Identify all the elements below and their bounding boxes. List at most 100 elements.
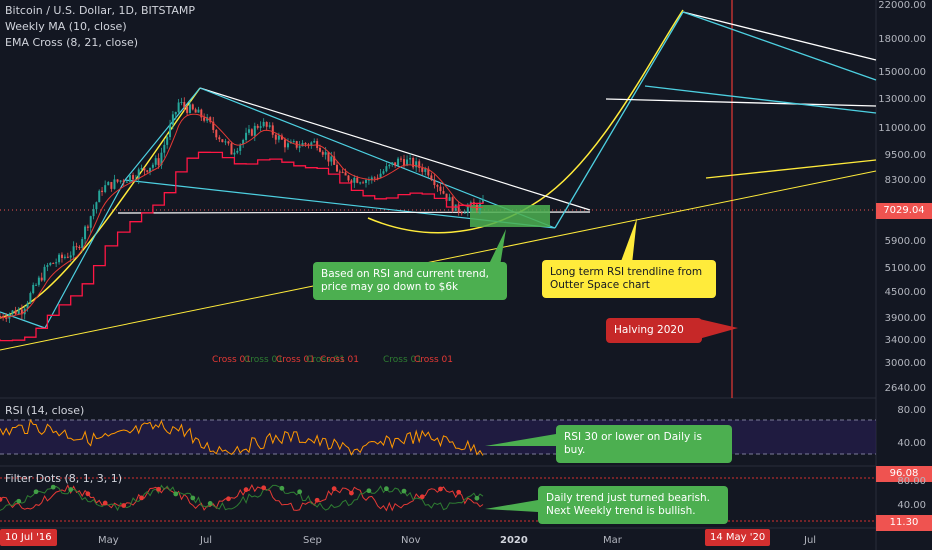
cross-label: Cross 01 (276, 355, 315, 365)
candle-body (72, 246, 75, 256)
candle-body (160, 152, 163, 166)
indicator-ema-cross[interactable]: EMA Cross (8, 21, close) (5, 36, 139, 49)
candle-body (409, 157, 412, 160)
candle-body (78, 246, 81, 249)
candle-body (247, 129, 250, 133)
filter-dot (226, 496, 231, 502)
filter-dot (314, 497, 320, 503)
candle-body (140, 168, 143, 170)
filter-dot (0, 497, 3, 502)
filter-dot (438, 486, 443, 492)
candle-body (81, 239, 84, 249)
candle-body (58, 254, 61, 263)
candle-body (268, 125, 271, 127)
candle-body (245, 132, 248, 140)
price-tick: 9500.00 (884, 150, 926, 161)
time-tick: Jul (200, 535, 213, 546)
candle-body (324, 152, 327, 155)
indicator-weekly-ma[interactable]: Weekly MA (10, close) (5, 20, 127, 33)
filter-dot (279, 485, 285, 491)
candle-body (188, 104, 191, 113)
candle-body (163, 144, 166, 153)
candle-body (239, 144, 242, 151)
candle-body (137, 169, 140, 179)
candle-body (224, 141, 227, 143)
cross-label: Cross 01 (244, 355, 283, 365)
candle-body (286, 143, 289, 148)
candle-body (98, 190, 101, 203)
price-tick: 11000.00 (878, 123, 926, 134)
candle-body (321, 151, 324, 155)
candle-body (2, 316, 5, 318)
filter-line-red (0, 483, 484, 512)
candle-body (359, 182, 362, 184)
price-tick: 4500.00 (884, 287, 926, 298)
filter-dot (384, 486, 389, 492)
candle-body (277, 135, 280, 140)
filter-tick: 40.00 (897, 500, 926, 511)
candle-body (250, 129, 253, 136)
candle-body (89, 216, 92, 228)
callout-rsi-buy: RSI 30 or lower on Daily is buy. (556, 425, 732, 463)
filter-pane-label[interactable]: Filter Dots (8, 1, 3, 1) (5, 472, 123, 485)
candle-body (430, 175, 433, 180)
price-tick: 5900.00 (884, 236, 926, 247)
candle-body (347, 175, 350, 181)
candle-body (86, 226, 89, 228)
rsi-line (0, 418, 484, 456)
candle-body (166, 137, 169, 145)
candle-body (385, 166, 388, 172)
filter-dot (349, 490, 354, 496)
filter-dot (207, 501, 213, 506)
candle-body (92, 209, 95, 217)
cross-label: Cross 01 (414, 355, 453, 365)
candle-body (442, 191, 445, 194)
candle-body (69, 255, 72, 258)
candle-body (259, 126, 262, 128)
candle-body (49, 262, 52, 266)
candle-body (379, 173, 382, 178)
price-tick: 8300.00 (884, 175, 926, 186)
candle-body (445, 193, 448, 201)
filter-dot (297, 489, 303, 495)
current-price-tag: 7029.04 (876, 203, 932, 219)
candle-body (107, 182, 110, 186)
candle-body (35, 284, 38, 286)
candle-body (448, 197, 451, 201)
candle-body (356, 177, 359, 183)
candle-body (436, 185, 439, 187)
candle-body (20, 309, 23, 315)
candle-body (119, 180, 122, 182)
candle-body (454, 204, 457, 211)
filter-dot (85, 491, 91, 497)
candle-body (29, 293, 32, 304)
callout-halving: Halving 2020 (606, 318, 702, 343)
ema-cross-line (0, 113, 484, 319)
candle-body (75, 246, 78, 248)
candle-body (353, 177, 356, 183)
candle-body (341, 171, 344, 173)
candle-body (203, 117, 206, 121)
symbol-title: Bitcoin / U.S. Dollar, 1D, BITSTAMP (5, 4, 195, 17)
candle-body (209, 117, 212, 122)
filter-dot (121, 503, 127, 508)
filter-dot (102, 500, 108, 506)
candle-body (236, 150, 239, 153)
filter-tag-upper: 96.08 (876, 466, 932, 482)
candle-body (227, 141, 230, 144)
rsi-pane-label[interactable]: RSI (14, close) (5, 404, 85, 417)
candle-body (262, 121, 265, 127)
candle-body (174, 112, 177, 115)
time-tick: Sep (303, 535, 322, 546)
candle-body (46, 265, 49, 267)
candle-body (26, 303, 29, 309)
candle-body (391, 162, 394, 165)
candle-body (466, 206, 469, 213)
candle-body (421, 167, 424, 172)
filter-dot (474, 495, 480, 501)
price-tick: 13000.00 (878, 94, 926, 105)
candle-body (230, 143, 233, 155)
candle-body (433, 179, 436, 186)
cross-label: Cross 01 (320, 355, 359, 365)
